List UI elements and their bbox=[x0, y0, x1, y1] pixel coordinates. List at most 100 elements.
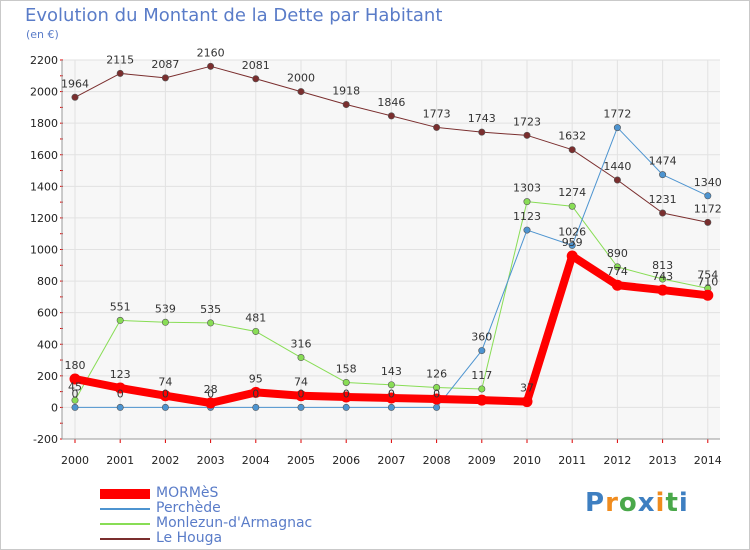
logo-letter: r bbox=[605, 488, 619, 518]
data-label-1: 0 bbox=[252, 387, 259, 400]
series-point-3 bbox=[71, 93, 79, 101]
data-label-1: 0 bbox=[343, 387, 350, 400]
data-label-3: 1440 bbox=[603, 160, 631, 173]
data-label-2: 45 bbox=[68, 380, 82, 393]
data-label-2: 890 bbox=[607, 247, 628, 260]
chart-title: Evolution du Montant de la Dette par Hab… bbox=[25, 5, 443, 26]
series-point-2 bbox=[116, 316, 124, 324]
chart-unit-label: (en €) bbox=[26, 28, 59, 41]
series-point-2 bbox=[433, 384, 441, 392]
y-tick-label: 1800 bbox=[30, 117, 58, 130]
data-label-1: 1123 bbox=[513, 210, 541, 223]
y-tick-label: 2000 bbox=[30, 86, 58, 99]
y-tick-label: 200 bbox=[37, 370, 58, 383]
x-tick-label: 2005 bbox=[287, 454, 315, 467]
data-label-3: 1723 bbox=[513, 115, 541, 128]
series-point-1 bbox=[297, 403, 305, 411]
y-tick-label: -200 bbox=[33, 433, 58, 446]
series-point-0 bbox=[431, 393, 443, 405]
data-label-3: 2115 bbox=[106, 53, 134, 66]
series-point-0 bbox=[159, 390, 171, 402]
series-point-3 bbox=[252, 75, 260, 83]
y-tick-label: 600 bbox=[37, 307, 58, 320]
data-label-3: 1846 bbox=[377, 96, 405, 109]
series-point-2 bbox=[71, 396, 79, 404]
series-point-2 bbox=[252, 327, 260, 335]
data-label-3: 1632 bbox=[558, 130, 586, 143]
data-label-1: 360 bbox=[471, 331, 492, 344]
data-label-1: 0 bbox=[207, 387, 214, 400]
series-point-2 bbox=[161, 318, 169, 326]
data-label-1: 0 bbox=[162, 387, 169, 400]
y-tick-label: 1600 bbox=[30, 149, 58, 162]
series-point-3 bbox=[207, 62, 215, 70]
data-label-1: 0 bbox=[117, 387, 124, 400]
series-point-1 bbox=[342, 403, 350, 411]
data-label-3: 1231 bbox=[649, 193, 677, 206]
data-label-3: 1743 bbox=[468, 112, 496, 125]
data-label-2: 158 bbox=[336, 362, 357, 375]
y-tick-label: 2200 bbox=[30, 54, 58, 67]
data-label-2: 535 bbox=[200, 303, 221, 316]
legend-item-perchede: Perchède bbox=[100, 500, 400, 516]
series-point-3 bbox=[478, 128, 486, 136]
legend-item-monlezun: Monlezun-d'Armagnac bbox=[100, 515, 400, 531]
logo-letter: x bbox=[637, 488, 656, 518]
data-label-1: 0 bbox=[298, 387, 305, 400]
series-point-0 bbox=[69, 373, 81, 385]
data-label-2: 551 bbox=[110, 300, 131, 313]
y-tick-label: 400 bbox=[37, 338, 58, 351]
series-point-1 bbox=[387, 403, 395, 411]
series-point-0 bbox=[476, 394, 488, 406]
x-tick-label: 2013 bbox=[649, 454, 677, 467]
data-label-1: 1340 bbox=[694, 176, 722, 189]
data-label-1: 1026 bbox=[558, 225, 586, 238]
x-tick-label: 2001 bbox=[106, 454, 134, 467]
series-point-0 bbox=[521, 396, 533, 408]
y-tick-label: 1000 bbox=[30, 244, 58, 257]
y-tick-label: 800 bbox=[37, 275, 58, 288]
data-label-3: 2160 bbox=[197, 46, 225, 59]
y-tick-label: 1200 bbox=[30, 212, 58, 225]
series-point-0 bbox=[385, 392, 397, 404]
data-label-1: 0 bbox=[388, 387, 395, 400]
data-label-3: 1918 bbox=[332, 85, 360, 98]
series-point-1 bbox=[433, 403, 441, 411]
x-tick-label: 2014 bbox=[694, 454, 722, 467]
data-label-2: 316 bbox=[291, 338, 312, 351]
data-label-2: 754 bbox=[697, 268, 718, 281]
series-point-3 bbox=[433, 123, 441, 131]
y-tick-label: 0 bbox=[51, 401, 58, 414]
series-point-3 bbox=[659, 209, 667, 217]
data-label-0: 743 bbox=[652, 270, 673, 283]
series-point-0 bbox=[114, 382, 126, 394]
data-label-3: 2081 bbox=[242, 59, 270, 72]
logo-letter: P bbox=[585, 488, 606, 518]
data-label-2: 1274 bbox=[558, 186, 586, 199]
x-tick-label: 2012 bbox=[603, 454, 631, 467]
logo-letter: i bbox=[655, 488, 666, 518]
data-label-2: 1303 bbox=[513, 182, 541, 195]
legend-item-mormes: MORMèS bbox=[100, 485, 400, 501]
data-label-0: 74 bbox=[158, 376, 172, 389]
series-point-1 bbox=[523, 226, 531, 234]
series-point-3 bbox=[297, 88, 305, 96]
x-tick-label: 2006 bbox=[332, 454, 360, 467]
series-point-2 bbox=[659, 275, 667, 283]
x-tick-label: 2009 bbox=[468, 454, 496, 467]
legend-label-perchede: Perchède bbox=[156, 500, 221, 516]
series-point-3 bbox=[161, 74, 169, 82]
data-label-1: 1772 bbox=[603, 108, 631, 121]
legend-label-monlezun: Monlezun-d'Armagnac bbox=[156, 515, 313, 531]
data-label-3: 1964 bbox=[61, 77, 89, 90]
data-label-0: 95 bbox=[249, 372, 263, 385]
series-point-0 bbox=[340, 391, 352, 403]
series-point-2 bbox=[207, 319, 215, 327]
series-point-3 bbox=[523, 131, 531, 139]
x-tick-label: 2000 bbox=[61, 454, 89, 467]
series-point-1 bbox=[704, 192, 712, 200]
series-point-2 bbox=[387, 381, 395, 389]
data-label-0: 74 bbox=[294, 376, 308, 389]
series-point-2 bbox=[568, 202, 576, 210]
